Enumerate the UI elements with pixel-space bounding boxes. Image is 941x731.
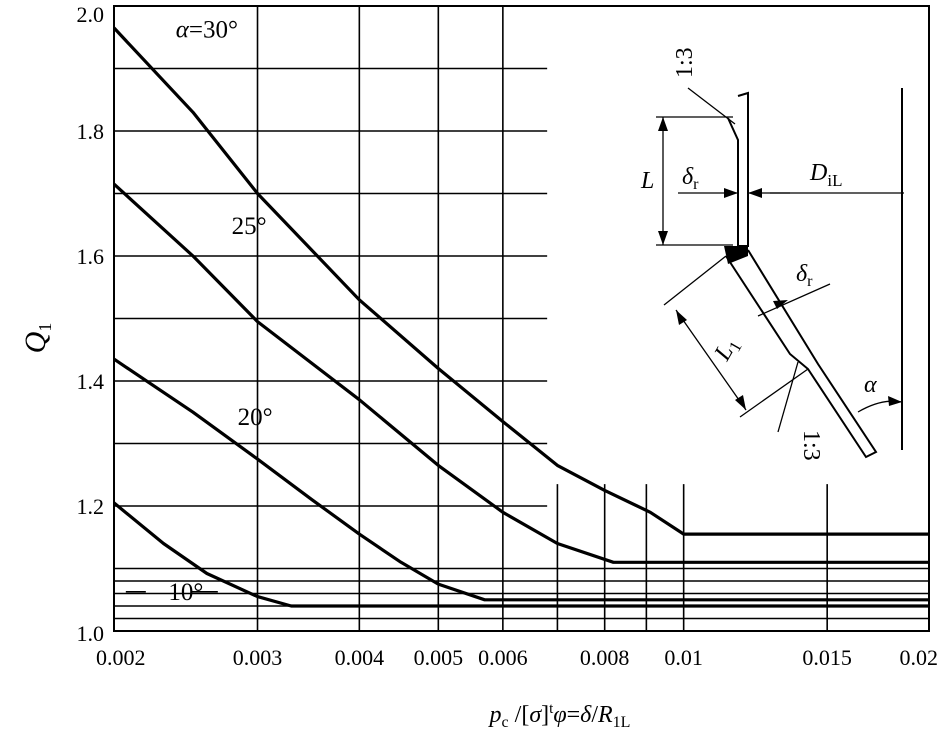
x-tick-label: 0.006	[478, 645, 528, 670]
y-tick-label: 2.0	[77, 2, 105, 27]
x-tick-label: 0.008	[580, 645, 630, 670]
sketch-label-DiL: DiL	[809, 160, 842, 190]
x-tick-label: 0.015	[802, 645, 852, 670]
x-tick-label: 0.003	[233, 645, 283, 670]
slope-label-top: 1:3	[672, 47, 698, 78]
y-tick-label: 1.0	[77, 621, 105, 646]
series-curves	[112, 26, 929, 608]
curve-label-2: 20°	[238, 404, 273, 431]
slope-label-bottom: 1:3	[798, 430, 824, 461]
series-line-0	[112, 501, 929, 608]
plot-frame	[113, 5, 930, 632]
weld-fill	[724, 246, 748, 264]
grid-lines	[114, 6, 929, 631]
y-tick-label: 1.2	[77, 494, 105, 519]
curve-label-3: 10°	[168, 579, 203, 606]
y-tick-label: 1.8	[77, 119, 105, 144]
cylinder-wall	[727, 91, 749, 247]
sketch-label-L1: L1	[709, 333, 746, 367]
sketch-label-alpha: α	[864, 372, 877, 398]
sketch-label-delta-r-top: δr	[682, 164, 699, 193]
y-axis-label: Q1	[19, 323, 55, 354]
junction-sketch: L δr DiL δr L1 α 1:3 1:3	[640, 47, 904, 461]
curve-label-1: 25°	[232, 213, 267, 240]
sketch-label-delta-r-cone: δr	[796, 261, 813, 290]
series-line-1	[113, 357, 929, 602]
x-tick-label: 0.004	[335, 645, 385, 670]
x-axis-label: pc /[σ]tφ=δ/R1L	[488, 701, 631, 731]
sketch-label-L: L	[640, 168, 654, 194]
series-line-3	[112, 26, 929, 536]
x-tick-label: 0.005	[414, 645, 464, 670]
x-tick-label: 0.01	[664, 645, 703, 670]
x-tick-label: 0.002	[96, 645, 146, 670]
x-tick-label: 0.02	[900, 645, 939, 670]
curve-label-0: α=30°	[176, 16, 238, 43]
curve-labels: α=30° 25° 20° 10°	[125, 16, 273, 606]
tick-labels: 0.002 0.003 0.004 0.005 0.006 0.008 0.01 0.015 0…	[77, 2, 939, 670]
y-tick-label: 1.6	[77, 244, 105, 269]
cone-wall	[725, 249, 878, 459]
series-line-2	[112, 182, 929, 564]
y-tick-label: 1.4	[77, 369, 105, 394]
